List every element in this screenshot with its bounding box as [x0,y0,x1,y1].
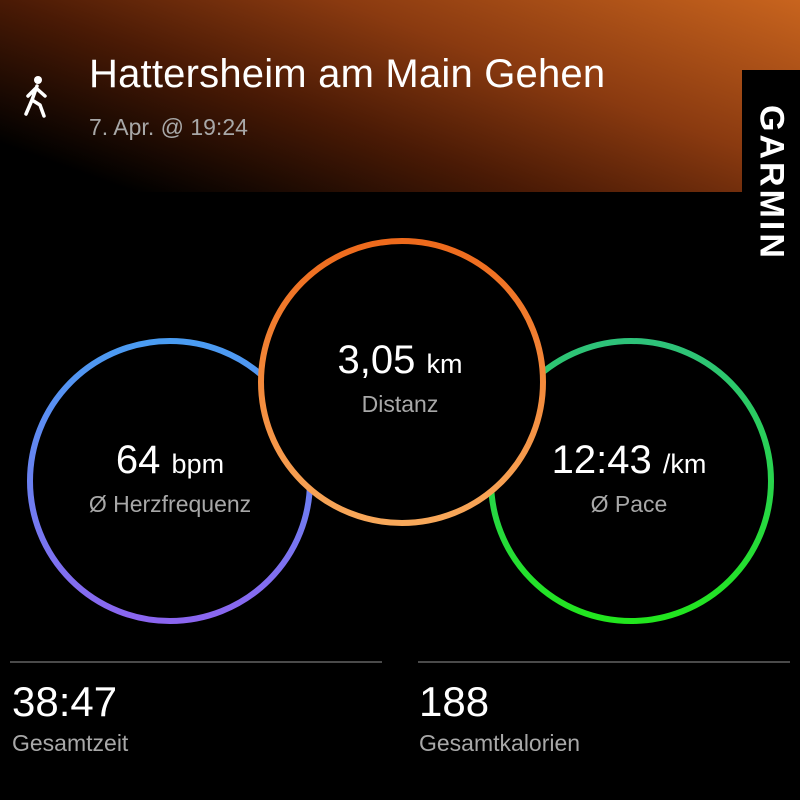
total-calories-stat: 188 Gesamtkalorien [419,678,580,757]
walking-person-icon [24,76,47,118]
pace-value: 12:43 [551,438,652,482]
total-time-value: 38:47 [12,678,118,725]
activity-title: Hattersheim am Main Gehen [89,52,606,96]
total-time-label: Gesamtzeit [12,730,129,756]
activity-header: Hattersheim am Main Gehen 7. Apr. @ 19:2… [0,0,800,192]
garmin-logo: GARMIN [742,70,800,296]
activity-date: 7. Apr. @ 19:24 [89,114,248,140]
heart-rate-unit: bpm [171,449,225,479]
heart-rate-value: 64 [115,438,161,482]
total-calories-value: 188 [419,678,490,725]
total-time-stat: 38:47 Gesamtzeit [12,678,128,757]
distance-metric[interactable]: 3,05 km Distanz [270,338,530,418]
pace-metric[interactable]: 12:43 /km Ø Pace [499,438,759,518]
distance-unit: km [426,349,463,379]
distance-value: 3,05 [337,338,416,382]
distance-ring [258,238,546,526]
total-calories-label: Gesamtkalorien [419,730,581,756]
distance-label: Distanz [361,391,439,417]
divider [418,661,790,663]
pace-unit: /km [662,449,707,479]
heart-rate-metric[interactable]: 64 bpm Ø Herzfrequenz [40,438,300,518]
divider [10,661,382,663]
heart-rate-label: Ø Herzfrequenz [88,491,252,517]
pace-label: Ø Pace [590,491,668,517]
metric-rings [27,238,774,624]
